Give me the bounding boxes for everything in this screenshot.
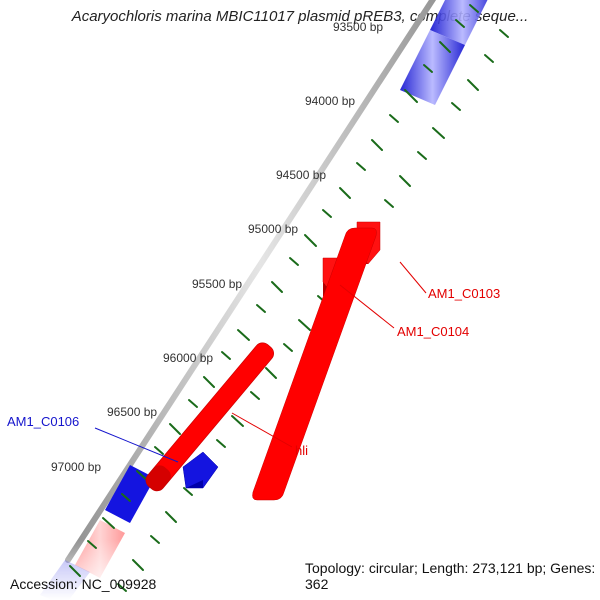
gene-label-AM1_C0103[interactable]: AM1_C0103 bbox=[428, 286, 500, 301]
gene-label-hli[interactable]: hli bbox=[295, 443, 308, 458]
leader-line-AM1_C0106 bbox=[95, 428, 178, 462]
topology-label: Topology: circular; Length: 273,121 bp; … bbox=[305, 560, 600, 592]
leader-lines bbox=[0, 0, 600, 600]
leader-line-hli bbox=[232, 413, 292, 447]
leader-line-AM1_C0103 bbox=[400, 262, 426, 293]
leader-line-AM1_C0104 bbox=[340, 285, 394, 328]
genome-map-view: Acaryochloris marina MBIC11017 plasmid p… bbox=[0, 0, 600, 600]
gene-label-AM1_C0106[interactable]: AM1_C0106 bbox=[7, 414, 79, 429]
accession-label: Accession: NC_009928 bbox=[10, 576, 156, 592]
gene-label-AM1_C0104[interactable]: AM1_C0104 bbox=[397, 324, 469, 339]
